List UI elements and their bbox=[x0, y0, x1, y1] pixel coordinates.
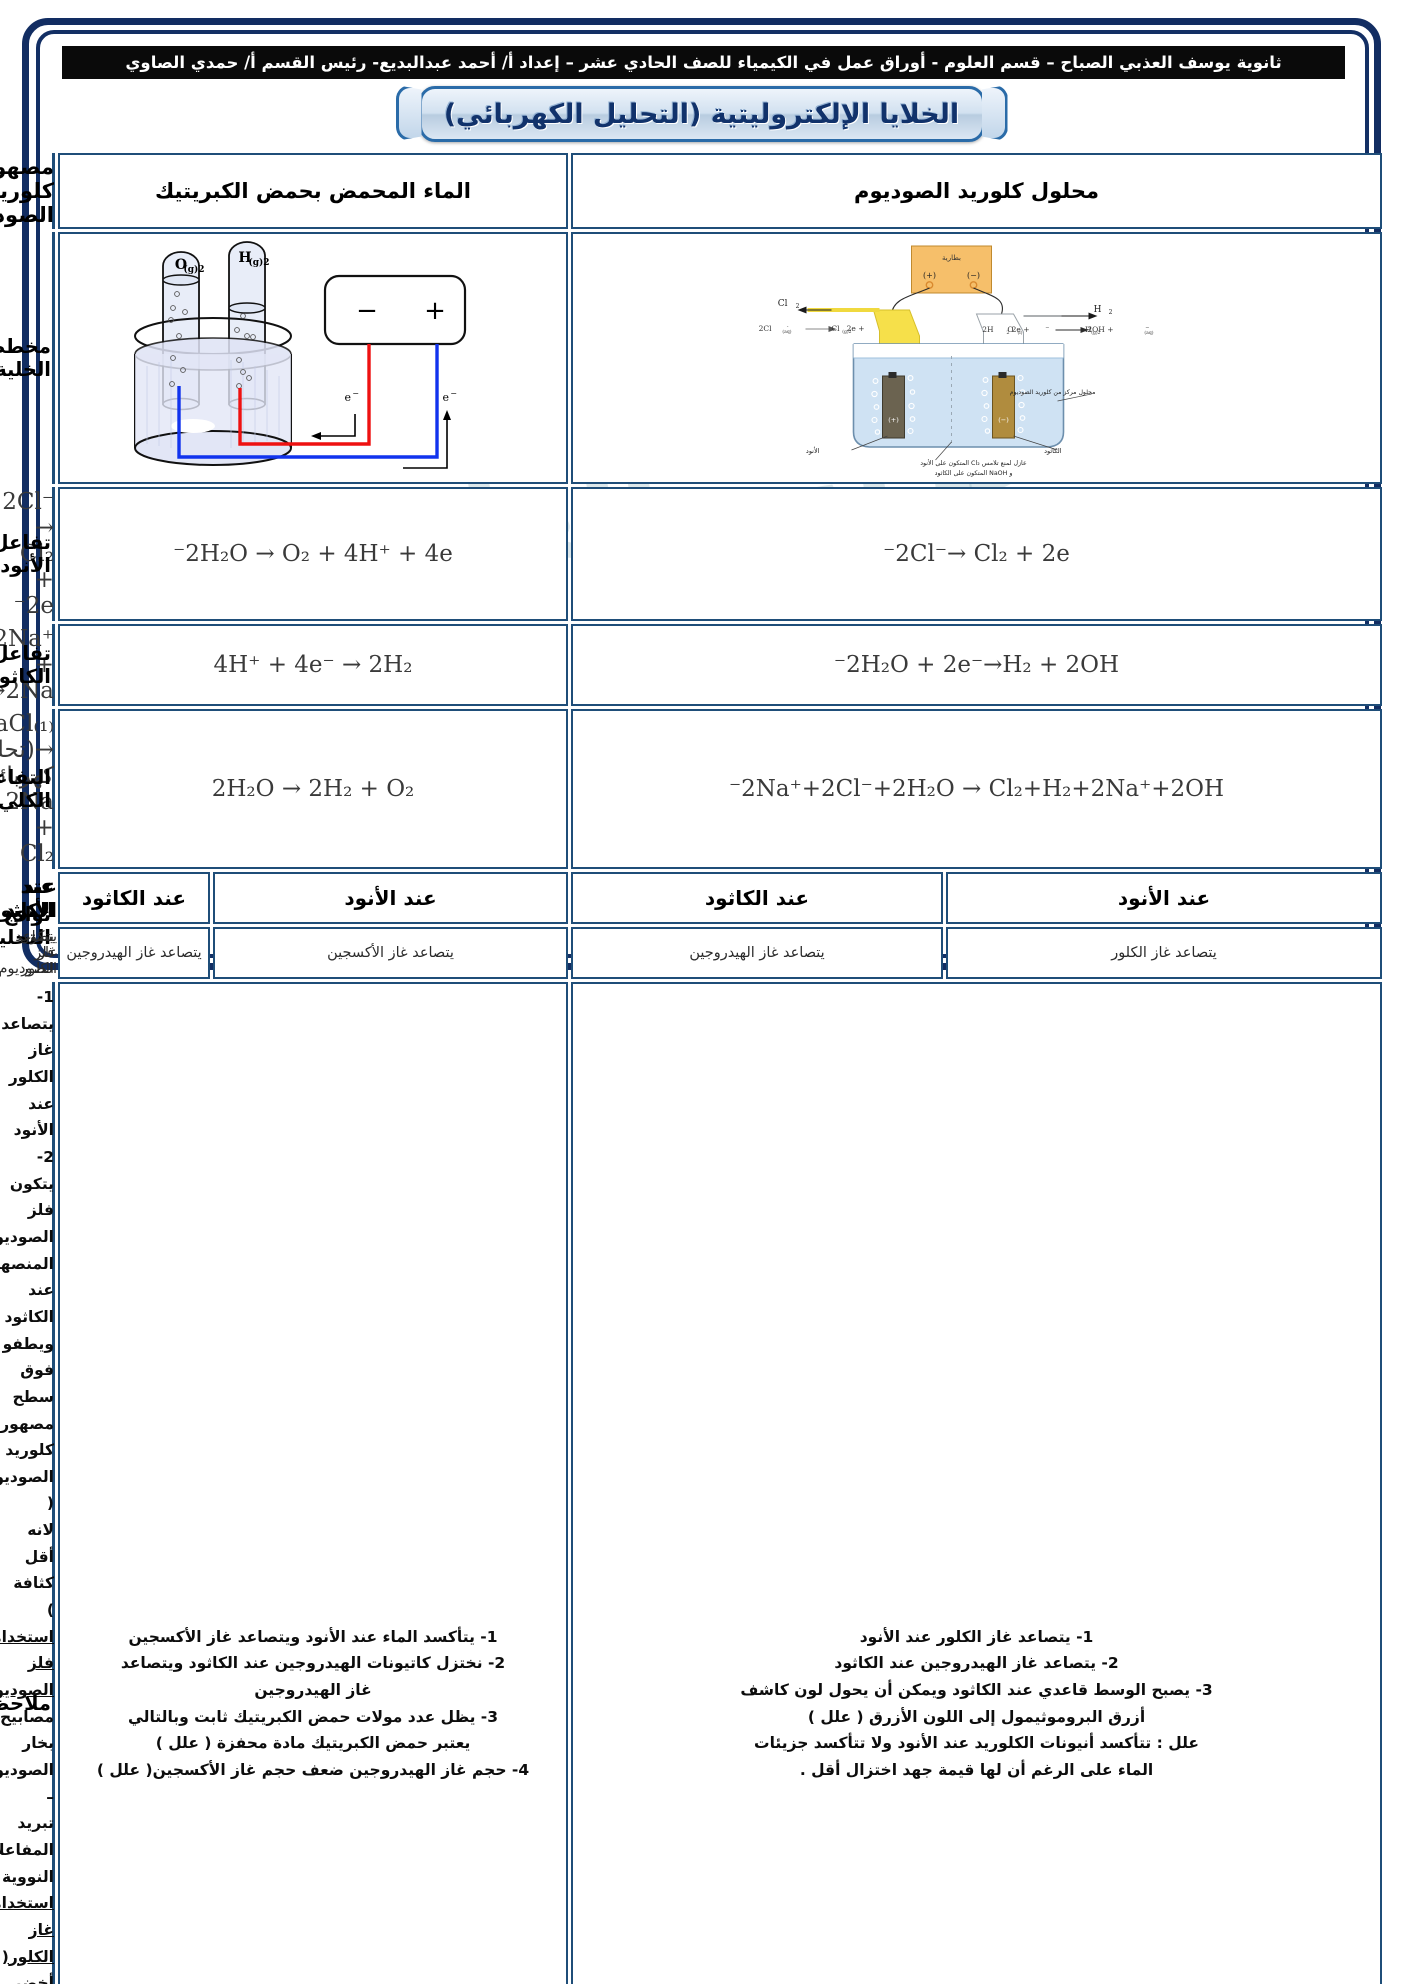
svg-text:Cl: Cl bbox=[831, 324, 840, 333]
diagram-acidified-water: O 2(g) H 2(g) bbox=[60, 236, 567, 480]
col-header-molten: مصهور كلوريد الصوديوم bbox=[0, 153, 55, 229]
svg-text:e: e bbox=[344, 391, 351, 404]
cell-diagram-molten: Cl 2 NaCl Na bbox=[52, 232, 55, 484]
product-acidified-anode: يتصاعد غاز الأكسجين bbox=[213, 927, 569, 979]
svg-text:O: O bbox=[175, 257, 187, 273]
anode-eq-solution: 2Cl⁻→ Cl₂ + 2e⁻ bbox=[571, 487, 1383, 621]
table-row-overall-reaction: 2Na⁺+2Cl⁻+2H₂O → Cl₂+H₂+2Na⁺+2OH⁻ 2H₂O →… bbox=[0, 709, 1383, 869]
svg-text:2: 2 bbox=[1109, 309, 1113, 316]
svg-text:2Cl: 2Cl bbox=[759, 324, 773, 333]
svg-text:-: - bbox=[787, 324, 789, 330]
anode-eq-acidified: 2H₂O → O₂ + 4H⁺ + 4e⁻ bbox=[58, 487, 569, 621]
electrode-header-acidified-anode: عند الأنود bbox=[213, 872, 569, 924]
svg-text:(−): (−) bbox=[998, 416, 1009, 424]
notes-molten: 1- يتصاعد غاز الكلور عند الأنود 2- يتكون… bbox=[0, 982, 55, 1984]
svg-text:−: − bbox=[1045, 325, 1049, 331]
svg-text:الأنود: الأنود bbox=[806, 446, 820, 455]
note-line: 4- حجم غاز الهيدروجين ضعف حجم غاز الأكسج… bbox=[96, 1761, 530, 1780]
col-header-solution: محلول كلوريد الصوديوم bbox=[571, 153, 1383, 229]
notes-acidified: 1- يتأكسد الماء عند الأنود ويتصاعد غاز ا… bbox=[58, 982, 569, 1984]
svg-text:(aq): (aq) bbox=[782, 328, 791, 335]
svg-text:+ 2e: + 2e bbox=[1012, 325, 1030, 334]
svg-text:Cl: Cl bbox=[778, 299, 788, 309]
svg-text:e: e bbox=[442, 391, 449, 404]
diagram-nacl-solution: بطارية (+) (−) Cl 2 bbox=[573, 236, 1381, 480]
svg-text:(l): (l) bbox=[1018, 329, 1023, 336]
svg-text:H: H bbox=[1094, 305, 1102, 315]
table-header-row: محلول كلوريد الصوديوم الماء المحمض بحمض … bbox=[0, 153, 1383, 229]
svg-text:+ 2OH: + 2OH bbox=[1087, 325, 1113, 334]
note-line: يعتبر حمض الكبريتيك مادة محفزة ( علل ) bbox=[155, 1734, 471, 1753]
overall-eq-solution: 2Na⁺+2Cl⁻+2H₂O → Cl₂+H₂+2Na⁺+2OH⁻ bbox=[571, 709, 1383, 869]
cell-diagram-acidified: O 2(g) H 2(g) bbox=[58, 232, 569, 484]
svg-text:عازل لمنع تلامس Cl₂ المتكون عل: عازل لمنع تلامس Cl₂ المتكون على الأنود bbox=[920, 459, 1027, 467]
svg-text:+: + bbox=[424, 296, 446, 326]
note-line: 1- يتأكسد الماء عند الأنود ويتصاعد غاز ا… bbox=[128, 1627, 498, 1646]
electrode-header-solution-anode: عند الأنود bbox=[946, 872, 1383, 924]
title-banner-wrap: الخلايا الإلكتروليتية (التحليل الكهربائي… bbox=[0, 86, 1403, 142]
page-title: الخلايا الإلكتروليتية (التحليل الكهربائي… bbox=[443, 98, 960, 130]
svg-text:2: 2 bbox=[1006, 330, 1009, 336]
svg-text:H: H bbox=[1085, 325, 1092, 334]
svg-text:−: − bbox=[352, 389, 359, 398]
note-line: غاز الهيدروجين bbox=[254, 1681, 372, 1700]
svg-text:O: O bbox=[1007, 325, 1013, 334]
svg-text:الكاثود: الكاثود bbox=[1044, 447, 1062, 455]
table-row-cathode-reaction: 2H₂O + 2e⁻→H₂ + 2OH⁻ 4H⁺ + 4e⁻ → 2H₂ 2Na… bbox=[0, 624, 1383, 706]
svg-text:2(g): 2(g) bbox=[183, 264, 204, 275]
svg-text:(−): (−) bbox=[967, 271, 980, 280]
product-solution-cathode: يتصاعد غاز الهيدروجين bbox=[571, 927, 944, 979]
electrode-header-solution-cathode: عند الكاثود bbox=[571, 872, 944, 924]
note-line: 3- يظل عدد مولات حمض الكبريتيك ثابت وبال… bbox=[127, 1707, 499, 1726]
svg-text:−: − bbox=[450, 389, 457, 398]
table-row-products: يتصاعد غاز الكلور يتصاعد غاز الهيدروجين … bbox=[0, 927, 1383, 979]
svg-text:(+): (+) bbox=[923, 271, 936, 280]
table-row-notes: 1- يتصاعد غاز الكلور عند الأنود 2- يتصاع… bbox=[0, 982, 1383, 1984]
overall-eq-molten: 2NaCl₍₁₎ →(تحليل كهربائي) 2Na + Cl₂ bbox=[0, 709, 55, 869]
note-line: الماء على الرغم أن لها قيمة جهد اختزال أ… bbox=[799, 1761, 1154, 1780]
svg-text:+ 2e: + 2e bbox=[847, 324, 865, 333]
svg-text:−: − bbox=[1145, 325, 1149, 331]
notes-solution: 1- يتصاعد غاز الكلور عند الأنود 2- يتصاع… bbox=[571, 982, 1383, 1984]
svg-text:محلول مركز من كلوريد الصوديوم: محلول مركز من كلوريد الصوديوم bbox=[1010, 389, 1096, 396]
electrolysis-comparison-table: محلول كلوريد الصوديوم الماء المحمض بحمض … bbox=[0, 150, 1385, 1984]
cathode-eq-molten: 2Na⁺ + 2e⁻→2Na bbox=[0, 624, 55, 706]
col-header-acidified: الماء المحمض بحمض الكبريتيك bbox=[58, 153, 569, 229]
svg-text:2(g): 2(g) bbox=[842, 328, 851, 335]
acidified-water-svg: O 2(g) H 2(g) bbox=[134, 241, 467, 469]
cathode-eq-solution: 2H₂O + 2e⁻→H₂ + 2OH⁻ bbox=[571, 624, 1383, 706]
school-header-strip: ثانوية يوسف العذبي الصباح – قسم العلوم -… bbox=[62, 46, 1345, 79]
svg-text:H: H bbox=[238, 250, 251, 266]
note-line: أزرق البروموثيمول إلى اللون الأزرق ( علل… bbox=[807, 1707, 1146, 1726]
table-row-diagrams: بطارية (+) (−) Cl 2 bbox=[0, 232, 1383, 484]
svg-text:(aq): (aq) bbox=[1144, 329, 1153, 336]
product-solution-anode: يتصاعد غاز الكلور bbox=[946, 927, 1383, 979]
table-row-anode-reaction: 2Cl⁻→ Cl₂ + 2e⁻ 2H₂O → O₂ + 4H⁺ + 4e⁻ 2C… bbox=[0, 487, 1383, 621]
overall-eq-acidified: 2H₂O → 2H₂ + O₂ bbox=[58, 709, 569, 869]
svg-text:2(g): 2(g) bbox=[248, 257, 269, 268]
svg-text:بطارية: بطارية bbox=[942, 254, 961, 262]
note-line: 2- نختزل كاتيونات الهيدروجين عند الكاثود… bbox=[120, 1654, 506, 1673]
note-line: 1- يتصاعد غاز الكلور عند الأنود bbox=[859, 1627, 1094, 1646]
electrode-header-acidified-cathode: عند الكاثود bbox=[58, 872, 211, 924]
svg-text:و NaOH المتكون على الكاثود: و NaOH المتكون على الكاثود bbox=[935, 470, 1013, 477]
svg-text:2: 2 bbox=[796, 303, 800, 310]
nacl-solution-svg: بطارية (+) (−) Cl 2 bbox=[759, 245, 1154, 477]
product-acidified-cathode: يتصاعد غاز الهيدروجين bbox=[58, 927, 211, 979]
title-banner: الخلايا الإلكتروليتية (التحليل الكهربائي… bbox=[418, 86, 985, 142]
svg-text:2H: 2H bbox=[982, 325, 994, 334]
svg-text:(+): (+) bbox=[888, 416, 899, 424]
svg-text:−: − bbox=[356, 296, 378, 326]
note-line: 2- يتصاعد غاز الهيدروجين عند الكاثود bbox=[834, 1654, 1119, 1673]
cell-diagram-solution: بطارية (+) (−) Cl 2 bbox=[571, 232, 1383, 484]
table-row-electrode-headers: عند الأنود عند الكاثود عند الأنود عند ال… bbox=[0, 872, 1383, 949]
note-line: علل : تتأكسد أنيونات الكلوريد عند الأنود… bbox=[754, 1734, 1199, 1753]
note-line: 3- يصبح الوسط قاعدي عند الكاثود ويمكن أن… bbox=[740, 1681, 1213, 1700]
anode-eq-molten: 2Cl⁻ → Cl₂ + 2e⁻ bbox=[2, 487, 55, 621]
svg-text:2(g): 2(g) bbox=[1091, 329, 1100, 336]
cathode-eq-acidified: 4H⁺ + 4e⁻ → 2H₂ bbox=[58, 624, 569, 706]
